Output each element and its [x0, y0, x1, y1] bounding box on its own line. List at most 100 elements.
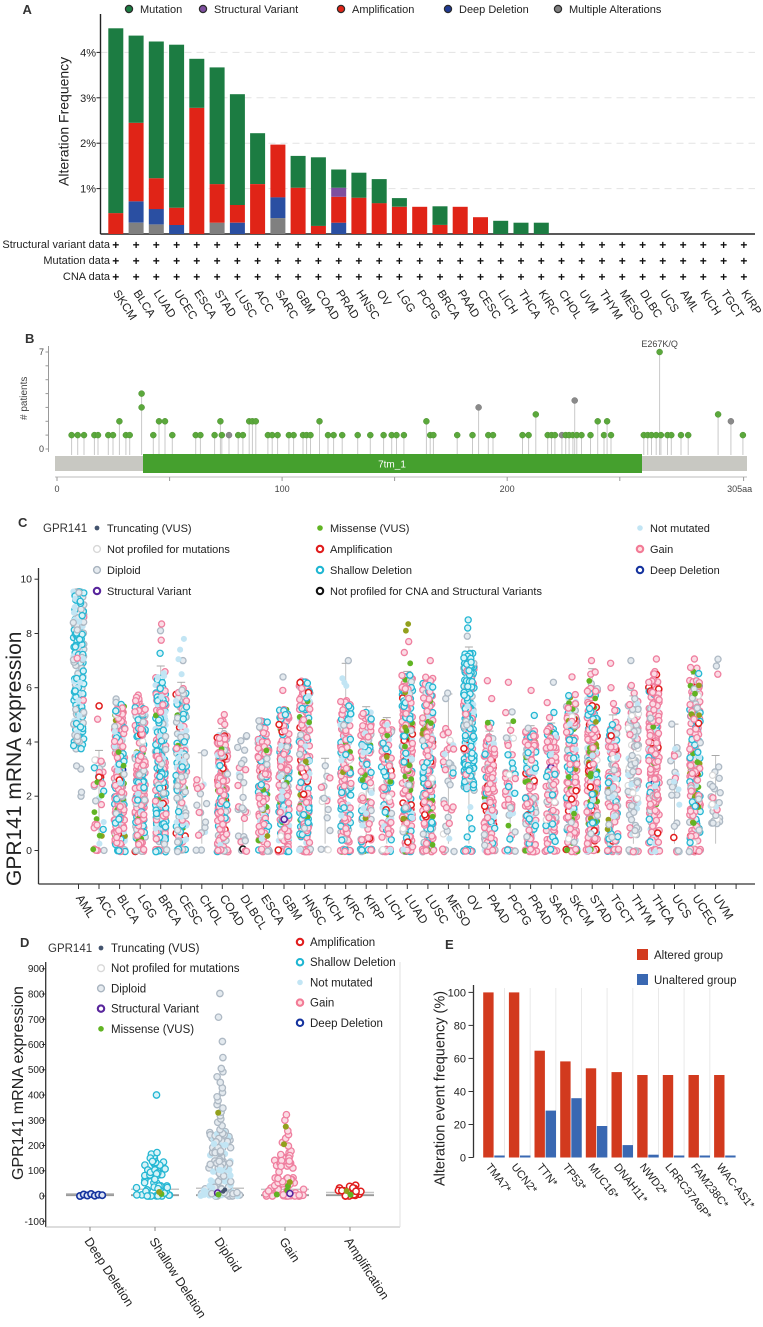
svg-text:+: +: [578, 238, 585, 252]
svg-text:6: 6: [26, 682, 32, 694]
svg-text:+: +: [740, 254, 747, 268]
svg-text:+: +: [153, 270, 160, 284]
svg-text:+: +: [112, 254, 119, 268]
svg-text:+: +: [517, 254, 524, 268]
svg-text:+: +: [295, 254, 302, 268]
svg-text:+: +: [457, 254, 464, 268]
svg-text:Gain: Gain: [650, 544, 673, 556]
svg-text:+: +: [193, 238, 200, 252]
svg-text:+: +: [497, 254, 504, 268]
svg-text:+: +: [619, 270, 626, 284]
svg-text:+: +: [740, 270, 747, 284]
svg-text:+: +: [700, 238, 707, 252]
svg-text:+: +: [416, 254, 423, 268]
svg-text:+: +: [416, 238, 423, 252]
svg-text:+: +: [700, 270, 707, 284]
svg-text:+: +: [112, 238, 119, 252]
svg-text:+: +: [295, 238, 302, 252]
svg-text:0: 0: [26, 845, 32, 857]
svg-text:+: +: [133, 270, 140, 284]
svg-text:+: +: [254, 254, 261, 268]
svg-text:Deep Deletion: Deep Deletion: [650, 565, 720, 577]
svg-text:B: B: [25, 331, 34, 346]
svg-text:+: +: [133, 254, 140, 268]
svg-text:+: +: [355, 238, 362, 252]
svg-text:+: +: [193, 254, 200, 268]
svg-text:+: +: [558, 254, 565, 268]
svg-text:+: +: [396, 270, 403, 284]
svg-text:+: +: [376, 238, 383, 252]
svg-text:CNA data: CNA data: [63, 271, 111, 283]
svg-text:+: +: [254, 238, 261, 252]
svg-text:Missense (VUS): Missense (VUS): [330, 523, 409, 535]
svg-text:+: +: [355, 270, 362, 284]
svg-text:+: +: [315, 254, 322, 268]
svg-text:+: +: [477, 238, 484, 252]
svg-text:3%: 3%: [80, 93, 96, 105]
svg-text:0: 0: [54, 484, 59, 494]
svg-text:+: +: [436, 238, 443, 252]
svg-text:+: +: [558, 270, 565, 284]
svg-text:+: +: [153, 254, 160, 268]
svg-text:2%: 2%: [80, 138, 96, 150]
svg-text:4%: 4%: [80, 47, 96, 59]
svg-text:+: +: [517, 238, 524, 252]
svg-text:+: +: [659, 238, 666, 252]
svg-text:8: 8: [26, 628, 32, 640]
svg-text:+: +: [254, 270, 261, 284]
svg-text:10: 10: [20, 574, 32, 586]
svg-text:+: +: [639, 254, 646, 268]
svg-text:+: +: [193, 270, 200, 284]
svg-text:+: +: [639, 238, 646, 252]
svg-text:Structural Variant: Structural Variant: [107, 586, 191, 598]
svg-text:+: +: [700, 254, 707, 268]
svg-text:100: 100: [275, 484, 290, 494]
svg-text:+: +: [335, 254, 342, 268]
svg-text:+: +: [477, 270, 484, 284]
svg-text:+: +: [234, 238, 241, 252]
svg-text:C: C: [18, 515, 28, 530]
svg-text:+: +: [538, 238, 545, 252]
svg-text:0: 0: [39, 444, 44, 454]
svg-text:+: +: [436, 254, 443, 268]
svg-text:Shallow Deletion: Shallow Deletion: [330, 565, 412, 577]
svg-text:E267K/Q: E267K/Q: [641, 339, 678, 349]
svg-text:+: +: [335, 238, 342, 252]
svg-text:+: +: [457, 270, 464, 284]
svg-text:Truncating (VUS): Truncating (VUS): [107, 523, 192, 535]
svg-text:+: +: [497, 270, 504, 284]
svg-text:GPR141: GPR141: [43, 523, 87, 535]
svg-text:+: +: [214, 254, 221, 268]
svg-text:+: +: [173, 270, 180, 284]
svg-text:7tm_1: 7tm_1: [378, 460, 406, 471]
svg-text:+: +: [295, 270, 302, 284]
svg-text:Diploid: Diploid: [107, 565, 141, 577]
svg-text:+: +: [578, 254, 585, 268]
svg-text:+: +: [720, 270, 727, 284]
svg-text:+: +: [680, 238, 687, 252]
svg-text:4: 4: [26, 737, 32, 749]
svg-text:+: +: [234, 270, 241, 284]
svg-text:+: +: [133, 238, 140, 252]
svg-text:+: +: [538, 254, 545, 268]
svg-text:+: +: [720, 254, 727, 268]
svg-text:Amplification: Amplification: [352, 4, 414, 16]
svg-text:+: +: [335, 270, 342, 284]
svg-text:GPR141 mRNA expression: GPR141 mRNA expression: [3, 632, 26, 886]
svg-text:Alteration Frequency: Alteration Frequency: [56, 57, 72, 186]
svg-text:+: +: [659, 254, 666, 268]
svg-text:+: +: [416, 270, 423, 284]
svg-text:Amplification: Amplification: [330, 544, 392, 556]
svg-text:+: +: [173, 238, 180, 252]
svg-text:Mutation data: Mutation data: [43, 255, 111, 267]
svg-text:+: +: [436, 270, 443, 284]
svg-text:+: +: [355, 254, 362, 268]
svg-text:305aa: 305aa: [727, 484, 752, 494]
svg-text:+: +: [598, 238, 605, 252]
svg-text:+: +: [396, 254, 403, 268]
svg-text:+: +: [173, 254, 180, 268]
svg-text:+: +: [517, 270, 524, 284]
svg-text:+: +: [214, 270, 221, 284]
svg-text:+: +: [112, 270, 119, 284]
svg-text:Multiple Alterations: Multiple Alterations: [569, 4, 662, 16]
